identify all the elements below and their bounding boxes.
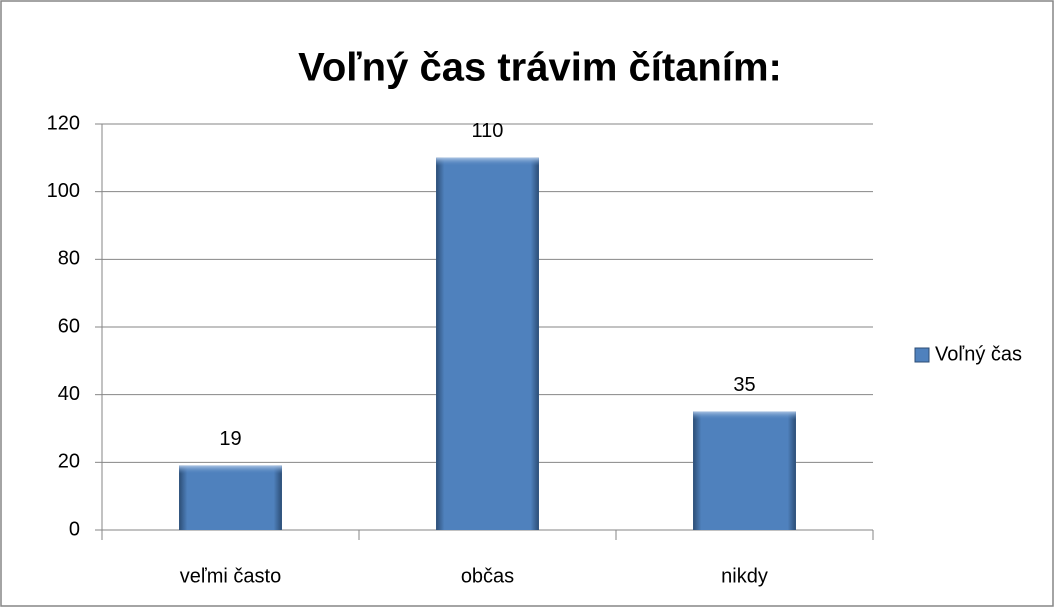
y-tick-label: 100 xyxy=(47,180,80,202)
bar xyxy=(179,465,282,530)
data-label: 19 xyxy=(219,428,241,450)
chart-title: Voľný čas trávim čítaním: xyxy=(298,46,782,90)
data-label: 35 xyxy=(733,374,755,396)
y-tick-label: 80 xyxy=(58,248,80,270)
y-tick-label: 60 xyxy=(58,315,80,337)
legend-swatch xyxy=(914,347,930,363)
y-tick-label: 0 xyxy=(69,518,80,540)
bar xyxy=(436,157,539,531)
x-tick-label: nikdy xyxy=(721,565,768,587)
legend-label: Voľný čas xyxy=(935,343,1022,365)
y-tick-label: 40 xyxy=(58,383,80,405)
y-tick-label: 20 xyxy=(58,451,80,473)
y-tick-label: 120 xyxy=(47,112,80,134)
x-tick-label: občas xyxy=(461,565,514,587)
x-tick-label: veľmi často xyxy=(180,565,281,587)
data-label: 110 xyxy=(472,120,504,142)
bar xyxy=(693,411,796,530)
